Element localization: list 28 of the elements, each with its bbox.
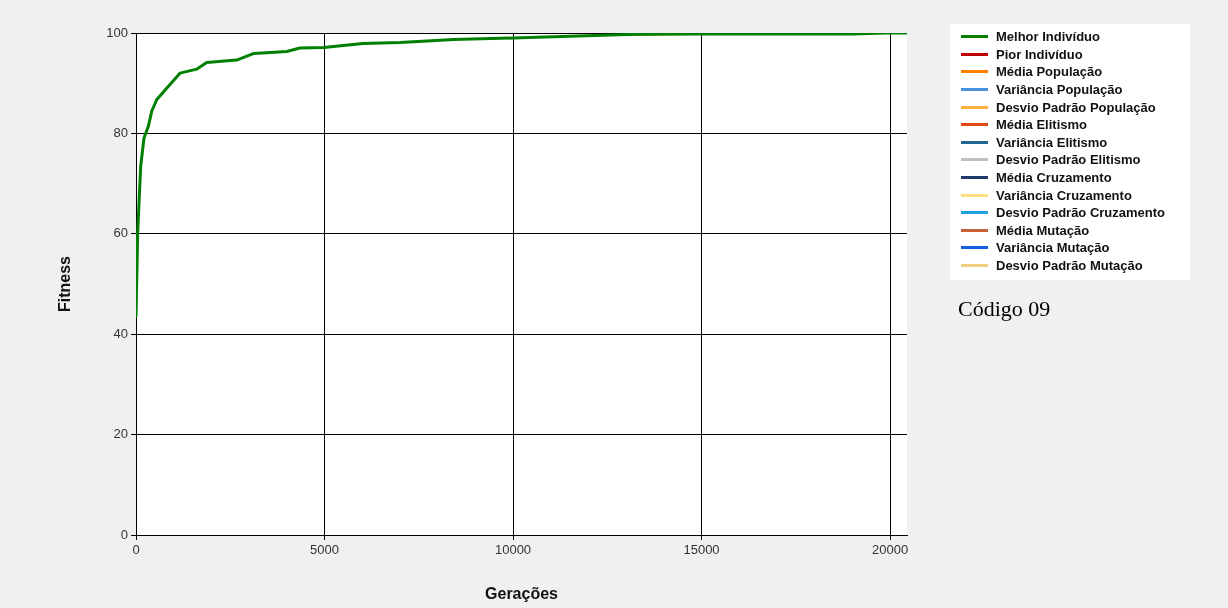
legend-label: Desvio Padrão Elitismo (996, 152, 1141, 168)
x-tick-label: 5000 (310, 542, 339, 558)
y-tick-label: 20 (113, 426, 128, 442)
legend-label: Desvio Padrão População (996, 99, 1156, 115)
legend-label: Média Cruzamento (996, 170, 1112, 186)
legend-label: Desvio Padrão Mutação (996, 258, 1143, 274)
legend-label: Média Elitismo (996, 117, 1088, 133)
legend-label: Variância Cruzamento (996, 187, 1132, 203)
legend-label: Média Mutação (996, 222, 1090, 238)
y-axis-title: Fitness (56, 255, 74, 313)
legend-label: Variância População (996, 82, 1123, 98)
text: Código 09 (958, 296, 1051, 322)
x-tick-label: 0 (132, 542, 140, 558)
y-tick-label: 100 (106, 24, 128, 40)
legend-label: Desvio Padrão Cruzamento (996, 205, 1166, 221)
y-tick-label: 80 (113, 124, 128, 140)
legend-label: Média População (996, 64, 1103, 80)
x-tick-label: 10000 (494, 542, 532, 558)
x-axis-title: Gerações (485, 584, 559, 602)
legend-label: Melhor Indivíduo (996, 29, 1100, 45)
x-tick-label: 20000 (871, 542, 909, 558)
legend-label: Pior Indivíduo (996, 46, 1083, 62)
y-tick-label: 0 (120, 526, 128, 542)
y-tick-label: 60 (113, 225, 128, 241)
x-tick-label: 15000 (683, 542, 720, 558)
y-tick-label: 40 (113, 325, 128, 341)
legend-label: Variância Mutação (996, 240, 1110, 256)
legend-label: Variância Elitismo (996, 134, 1108, 150)
